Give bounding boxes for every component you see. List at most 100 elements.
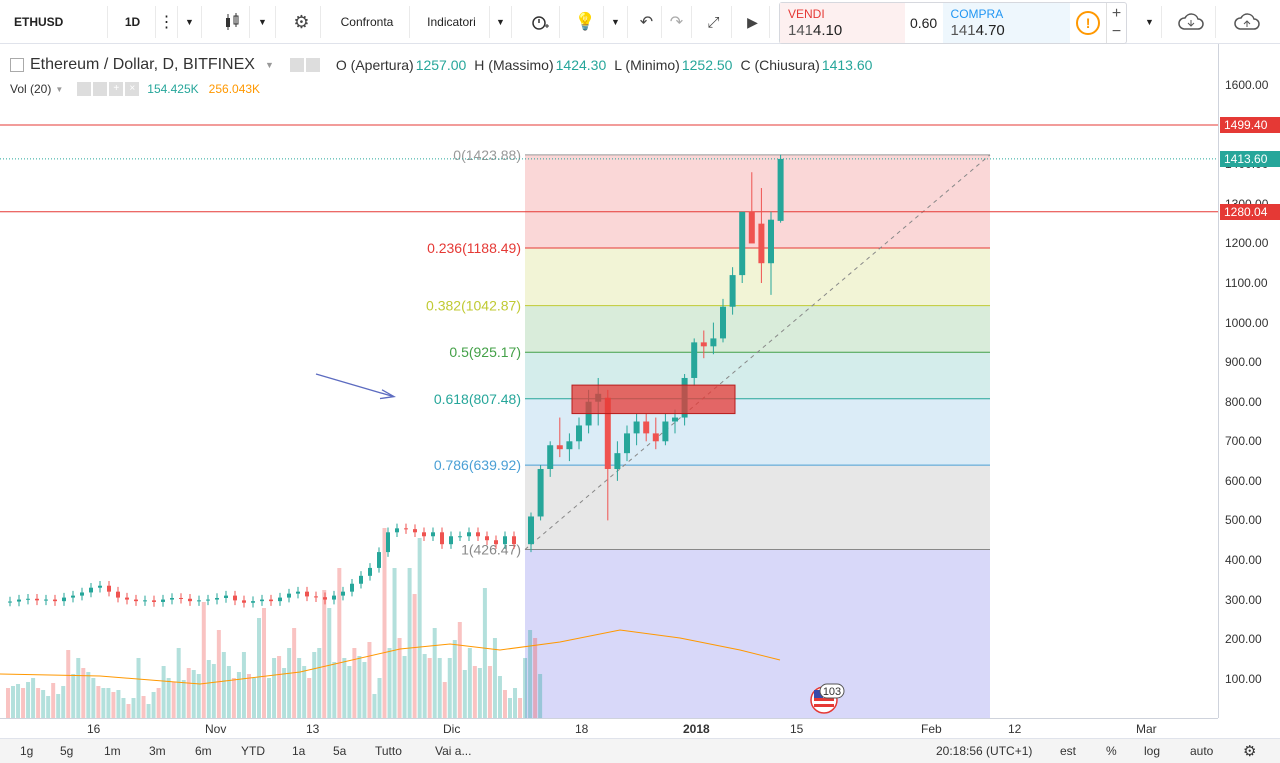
volume-bar: [518, 698, 523, 718]
auto-toggle[interactable]: auto: [1190, 744, 1214, 758]
volume-bar: [126, 704, 131, 718]
range-button[interactable]: 6m: [195, 744, 212, 758]
chart-pane[interactable]: 0(1423.88) 0.236(1188.49) 0.382(1042.87) 0.…: [0, 44, 1218, 718]
volume-bar: [342, 658, 347, 718]
indicators-button[interactable]: Indicatori: [414, 6, 490, 38]
candle-body: [332, 595, 336, 600]
volume-bar: [472, 666, 477, 718]
log-toggle[interactable]: log: [1144, 744, 1161, 758]
legend-dropdown-icon[interactable]: ▼: [264, 60, 274, 70]
volume-bar: [492, 638, 497, 718]
volume-bar: [397, 638, 402, 718]
bottom-toolbar: 20:18:56 (UTC+1) est % log auto ⚙ 1g 5g 1m…: [0, 738, 1280, 763]
interval-dropdown-icon[interactable]: ▼: [178, 6, 202, 38]
candle-body: [233, 595, 237, 601]
range-button[interactable]: 5a: [333, 744, 347, 758]
volume-bar: [382, 528, 387, 718]
candle-body: [413, 529, 417, 533]
close-icon[interactable]: ×: [125, 82, 140, 96]
volume-bar: [241, 652, 246, 718]
warning-button[interactable]: !: [1070, 3, 1106, 43]
volume-bar: [146, 704, 151, 718]
volume-bar: [422, 654, 427, 718]
range-button[interactable]: 3m: [149, 744, 166, 758]
time-tick-label: 2018: [683, 722, 710, 736]
indicators-dropdown-icon[interactable]: ▼: [490, 6, 512, 38]
fullscreen-icon[interactable]: ⤢: [696, 6, 732, 38]
volume-bar: [513, 688, 518, 718]
volume-bar: [171, 682, 176, 718]
interval-menu-icon[interactable]: ⋮: [156, 6, 178, 38]
buy-button[interactable]: COMPRA 1414.70: [942, 3, 1071, 43]
volume-bar: [181, 680, 186, 718]
minus-icon[interactable]: −: [1111, 23, 1122, 40]
annotation-arrow: [315, 373, 393, 397]
fib-zone: [525, 305, 990, 353]
cloud-load-icon[interactable]: [1166, 6, 1216, 38]
time-axis[interactable]: 16 Nov 13 Dic 18 2018 15 Feb 12 Mar: [0, 718, 1218, 738]
legend-collapse-icon[interactable]: [10, 58, 24, 72]
candle-body: [26, 598, 30, 600]
ext-hours-toggle[interactable]: est: [1060, 744, 1077, 758]
compare-button[interactable]: Confronta: [325, 6, 410, 38]
range-button[interactable]: Vai a...: [435, 744, 472, 758]
redo-icon[interactable]: ↷: [662, 6, 692, 38]
sell-button[interactable]: VENDI 1414.10: [780, 3, 905, 43]
layout-dropdown-icon[interactable]: ▼: [1138, 6, 1162, 38]
volume-bar: [151, 692, 156, 718]
volume-dropdown-icon[interactable]: ▼: [55, 84, 64, 94]
plus-icon[interactable]: +: [109, 82, 124, 96]
candle-body: [368, 567, 372, 576]
time-tick-label: Feb: [921, 722, 942, 736]
settings-gear-icon[interactable]: ⚙: [283, 6, 321, 38]
time-tick-label: 12: [1008, 722, 1022, 736]
plus-icon[interactable]: +: [1111, 5, 1122, 22]
range-button[interactable]: 1a: [292, 744, 306, 758]
price-chart[interactable]: 0(1423.88) 0.236(1188.49) 0.382(1042.87) 0.…: [0, 44, 1218, 718]
price-tick-label: 800.00: [1225, 394, 1262, 409]
volume-bar: [497, 676, 502, 718]
gear-icon[interactable]: [305, 58, 320, 72]
volume-bar: [16, 684, 21, 718]
range-button[interactable]: 1m: [104, 744, 121, 758]
candles-icon[interactable]: [214, 6, 250, 38]
candle-body: [395, 528, 399, 533]
candle-body: [215, 597, 219, 600]
candle-body: [152, 600, 156, 602]
chart-type-dropdown-icon[interactable]: ▼: [250, 6, 276, 38]
undo-icon[interactable]: ↶: [632, 6, 662, 38]
range-button[interactable]: YTD: [241, 744, 265, 758]
fib-level-label: 0.5(925.17): [449, 344, 521, 360]
volume-bar: [337, 568, 342, 718]
volume-bar: [533, 638, 538, 718]
fib-level-label: 0.382(1042.87): [426, 298, 521, 314]
price-tick-label: 1100.00: [1225, 276, 1268, 290]
volume-bar: [367, 642, 372, 718]
fib-zone: [525, 465, 990, 550]
volume-bar: [297, 658, 302, 718]
cloud-save-icon[interactable]: [1220, 6, 1274, 38]
candle-body: [458, 536, 462, 538]
percent-toggle[interactable]: %: [1106, 744, 1117, 758]
interval-button[interactable]: 1D: [110, 6, 156, 38]
idea-dropdown-icon[interactable]: ▼: [604, 6, 628, 38]
range-button[interactable]: 1g: [20, 744, 34, 758]
volume-value-1: 154.425K: [147, 82, 199, 96]
candle-body: [98, 585, 102, 588]
settings-gear-icon[interactable]: ⚙: [1243, 743, 1257, 760]
gear-icon[interactable]: [93, 82, 108, 96]
candle-body: [710, 338, 717, 347]
price-axis[interactable]: 1600.001500.001400.001300.001200.001100.…: [1218, 44, 1280, 718]
symbol-input[interactable]: ETHUSD: [4, 6, 108, 38]
volume-bar: [457, 622, 462, 718]
candle-body: [700, 342, 707, 347]
range-button[interactable]: 5g: [60, 744, 74, 758]
play-replay-icon[interactable]: ▶: [736, 6, 770, 38]
eye-icon[interactable]: [289, 58, 304, 72]
idea-bulb-icon[interactable]: 💡: [568, 6, 604, 38]
alert-clock-icon[interactable]: [520, 6, 560, 38]
candle-body: [107, 585, 111, 592]
eye-icon[interactable]: [77, 82, 92, 96]
candle-body: [729, 275, 736, 307]
range-button[interactable]: Tutto: [375, 744, 402, 758]
